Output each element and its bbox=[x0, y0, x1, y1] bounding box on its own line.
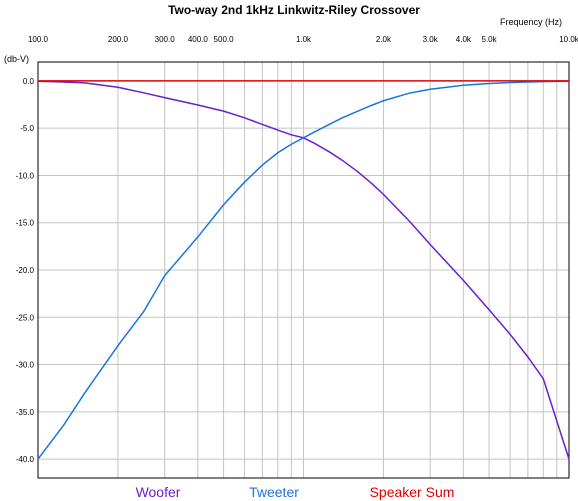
axis-ticks: 100.0 200.0 300.0 400.0 500.0 1.0k 2.0k 3.0k 4.0… bbox=[16, 35, 578, 464]
y-tick-label: -30.0 bbox=[16, 361, 35, 370]
legend-item-woofer: Woofer bbox=[136, 484, 181, 500]
x-tick-label: 500.0 bbox=[214, 35, 235, 44]
y-tick-label: -25.0 bbox=[16, 313, 35, 322]
y-tick-label: 0.0 bbox=[23, 77, 35, 86]
series bbox=[37, 80, 570, 460]
grid bbox=[38, 62, 569, 478]
plot-frame bbox=[37, 61, 570, 479]
x-tick-label: 400.0 bbox=[188, 35, 209, 44]
x-tick-label: 100.0 bbox=[28, 35, 49, 44]
legend-item-tweeter: Tweeter bbox=[249, 484, 299, 500]
x-tick-label: 10.0k bbox=[559, 35, 578, 44]
y-axis-label: (db-V) bbox=[4, 54, 29, 64]
y-tick-label: -20.0 bbox=[16, 266, 35, 275]
x-tick-label: 300.0 bbox=[155, 35, 176, 44]
legend: Woofer Tweeter Speaker Sum bbox=[136, 484, 455, 500]
x-tick-label: 4.0k bbox=[456, 35, 472, 44]
y-tick-label: -35.0 bbox=[16, 408, 35, 417]
y-tick-label: -40.0 bbox=[16, 455, 35, 464]
chart-title: Two-way 2nd 1kHz Linkwitz-Riley Crossove… bbox=[168, 3, 420, 17]
x-tick-label: 2.0k bbox=[376, 35, 392, 44]
x-tick-label: 5.0k bbox=[482, 35, 498, 44]
x-tick-label: 200.0 bbox=[108, 35, 129, 44]
series-line-woofer bbox=[37, 80, 570, 460]
y-tick-label: -10.0 bbox=[16, 171, 35, 180]
legend-item-speaker-sum: Speaker Sum bbox=[370, 484, 455, 500]
series-line-tweeter bbox=[37, 80, 570, 460]
x-tick-label: 3.0k bbox=[423, 35, 439, 44]
y-tick-label: -15.0 bbox=[16, 219, 35, 228]
x-axis-label: Frequency (Hz) bbox=[500, 17, 562, 27]
x-tick-label: 1.0k bbox=[296, 35, 312, 44]
y-tick-label: -5.0 bbox=[20, 124, 34, 133]
